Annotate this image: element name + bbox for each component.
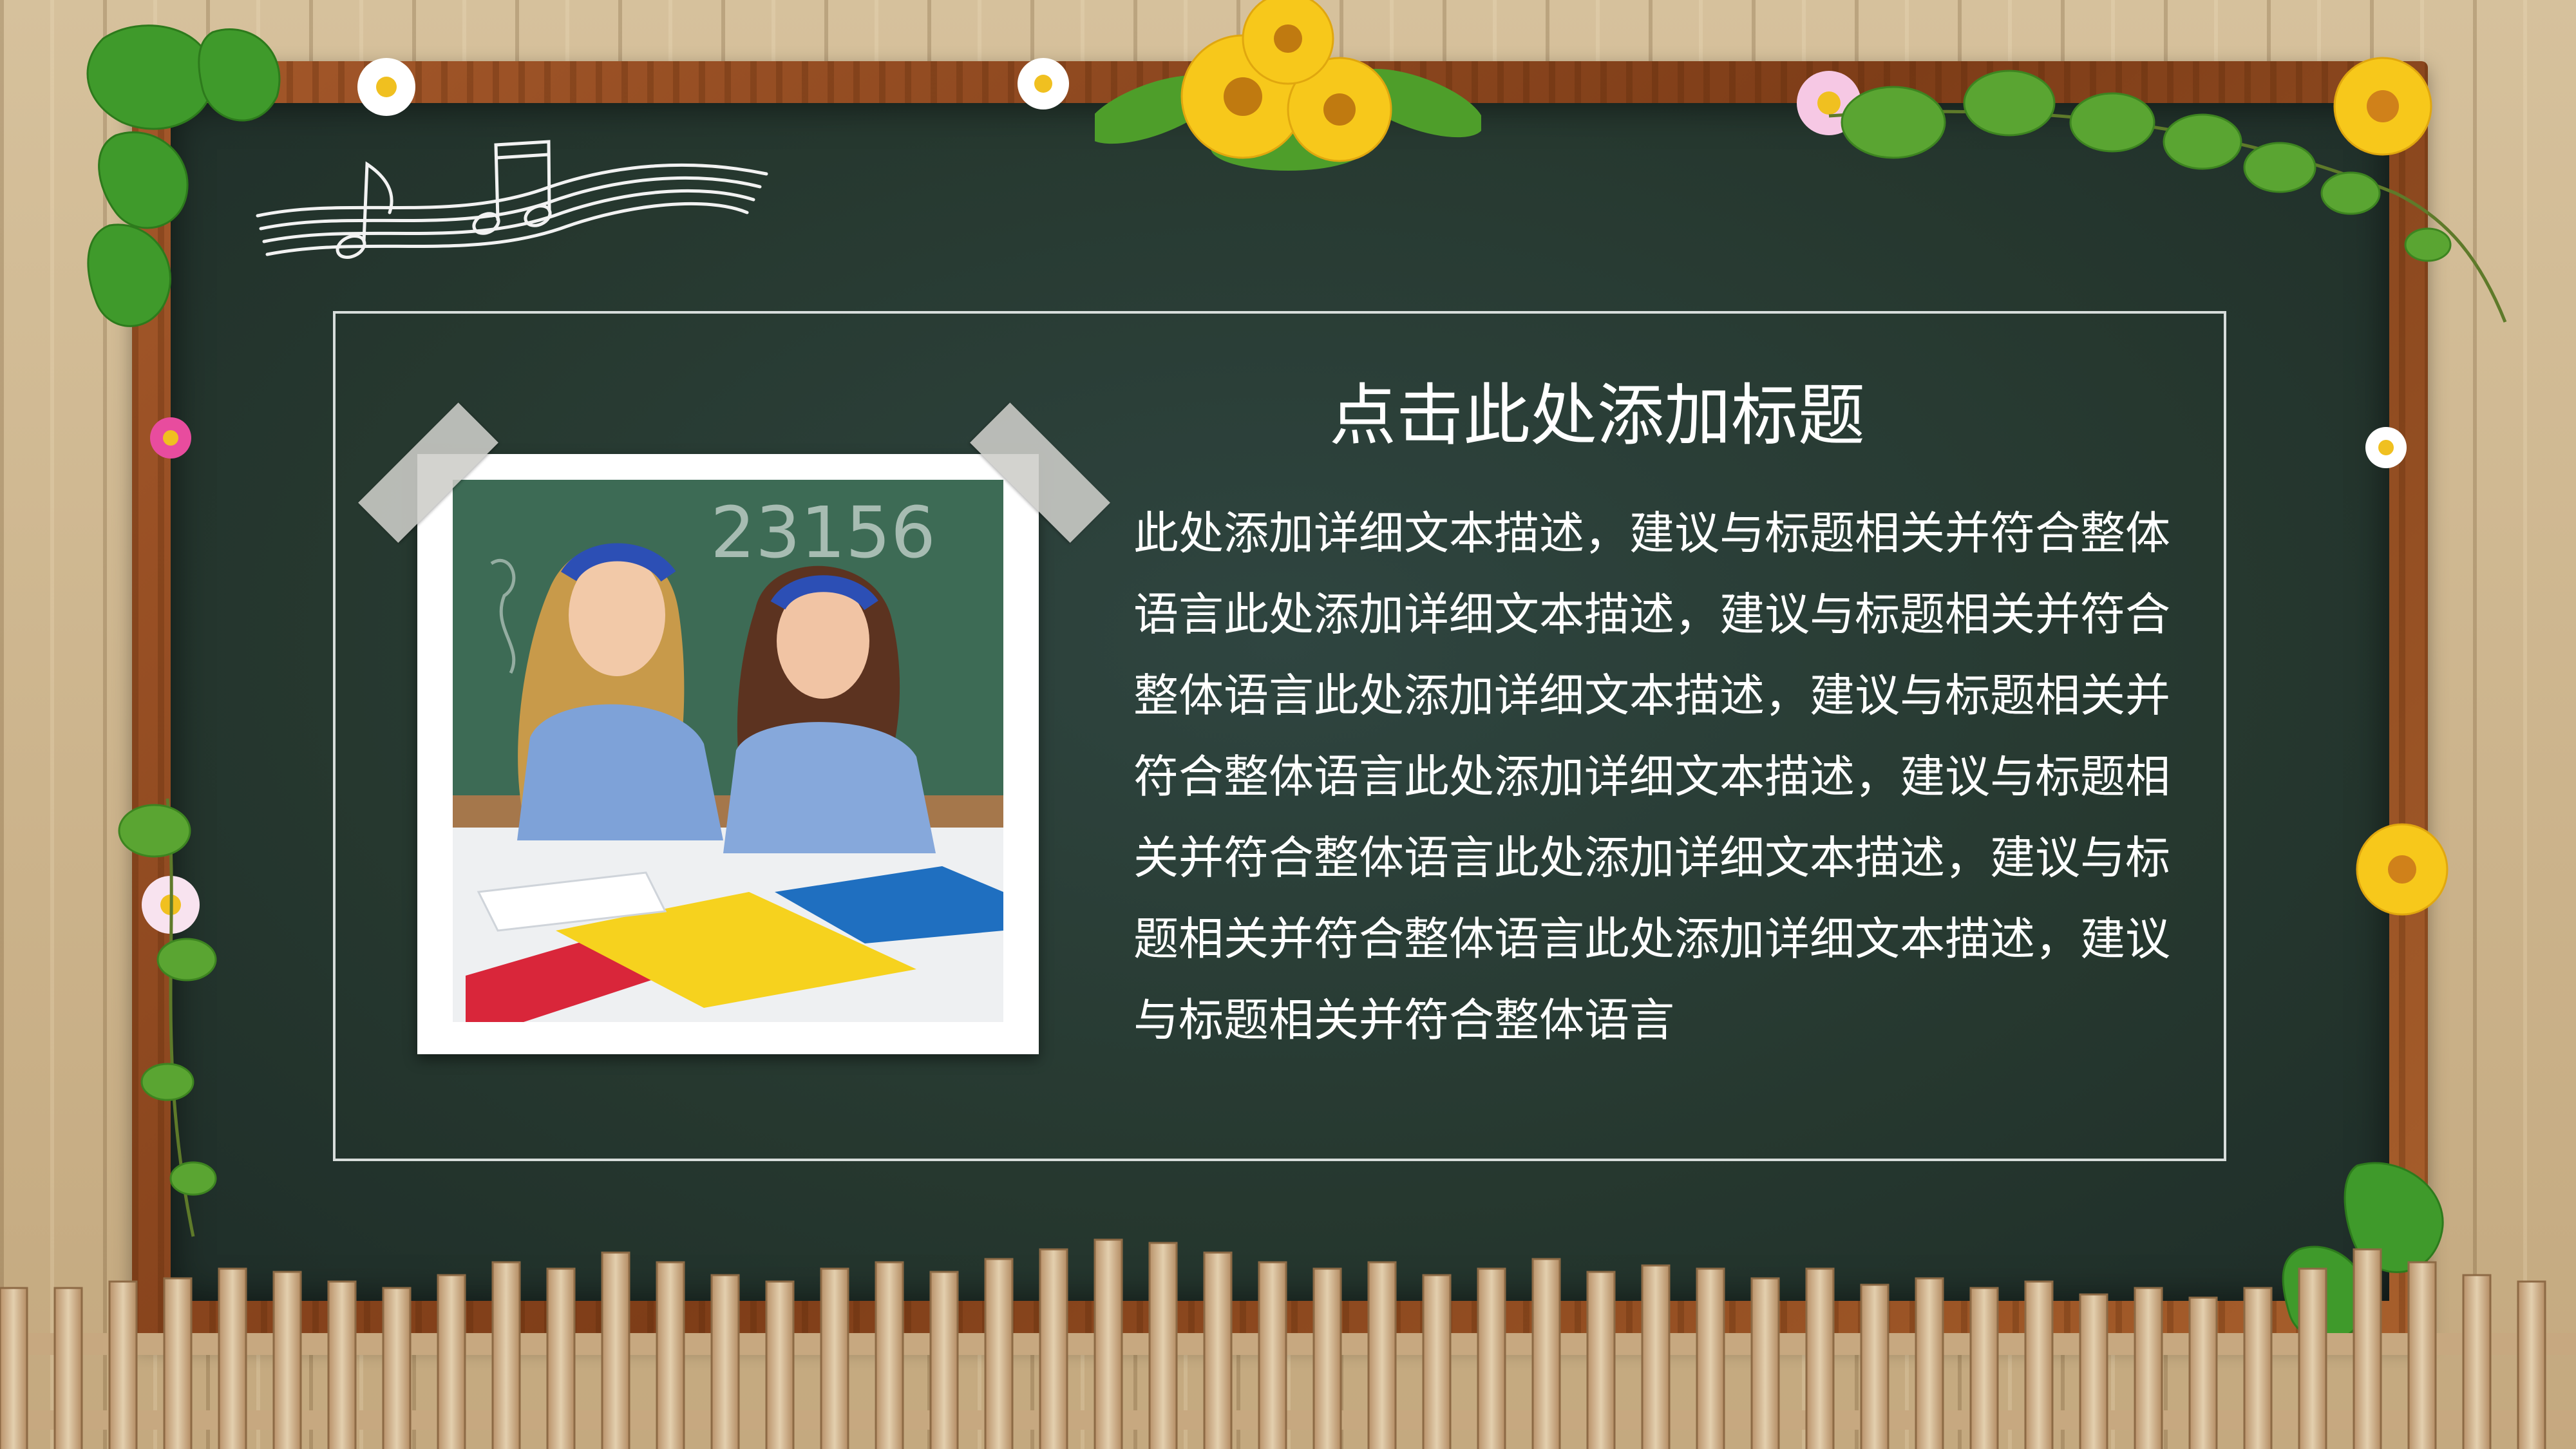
sunflower-icon [1095, 0, 1481, 171]
daisy-icon [357, 58, 415, 116]
ivy-leaf-icon [118, 798, 217, 1237]
music-notes-icon [256, 140, 768, 259]
photo-board-digits: 23156 [710, 491, 936, 574]
photo-two-girls-studying: 23156 [453, 480, 1003, 1022]
daisy-icon [150, 417, 191, 459]
ivy-leaf-icon [86, 24, 281, 327]
sunflower-icon [2356, 823, 2448, 916]
fence-icon [0, 1238, 2576, 1449]
sunflower-icon [2333, 57, 2432, 156]
slide-title[interactable]: 点击此处添加标题 [1329, 376, 1865, 455]
ivy-leaf-icon [1828, 70, 2507, 323]
content-frame [333, 311, 2226, 1161]
slide-body-text[interactable]: 此处添加详细文本描述，建议与标题相关并符合整体语言此处添加详细文本描述，建议与标… [1133, 507, 2170, 1046]
daisy-icon [2365, 427, 2407, 468]
daisy-icon [1018, 58, 1069, 109]
polaroid-photo: 23156 [417, 454, 1039, 1054]
